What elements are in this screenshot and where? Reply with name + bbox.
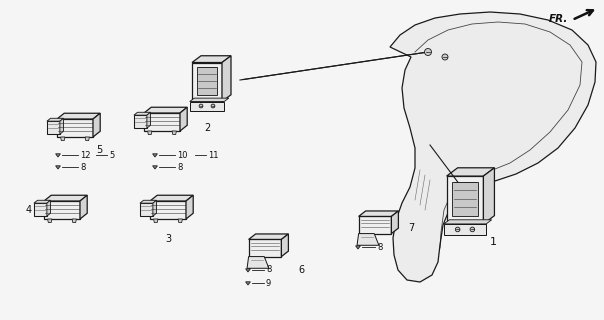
Polygon shape [56,154,60,157]
Polygon shape [444,220,492,224]
Text: 10: 10 [177,150,187,159]
Polygon shape [356,246,361,249]
Polygon shape [72,219,76,223]
Polygon shape [144,107,187,113]
Polygon shape [134,112,150,115]
Polygon shape [48,219,52,223]
Polygon shape [34,203,47,216]
Polygon shape [446,168,495,176]
Circle shape [199,104,203,108]
Polygon shape [57,113,100,119]
Polygon shape [178,219,182,223]
Polygon shape [93,113,100,137]
Polygon shape [153,154,158,157]
Polygon shape [190,98,229,101]
Polygon shape [57,119,93,137]
Circle shape [425,49,431,55]
Polygon shape [359,216,391,234]
Polygon shape [192,56,231,62]
Polygon shape [56,166,60,169]
Circle shape [470,227,475,232]
Text: 8: 8 [177,163,182,172]
Polygon shape [444,224,486,235]
Polygon shape [180,107,187,131]
Polygon shape [186,195,193,219]
Polygon shape [150,201,186,219]
Polygon shape [153,166,158,169]
Polygon shape [483,168,495,224]
Polygon shape [446,176,483,224]
Polygon shape [44,195,87,201]
Polygon shape [357,234,379,245]
Polygon shape [196,67,217,95]
Polygon shape [249,239,281,257]
Polygon shape [390,12,596,282]
Text: 4: 4 [26,205,32,215]
Polygon shape [172,131,176,135]
Polygon shape [44,201,80,219]
Polygon shape [147,131,152,135]
Polygon shape [249,234,288,239]
Text: 8: 8 [80,163,85,172]
Text: 9: 9 [266,278,271,287]
Polygon shape [47,118,63,121]
Text: 12: 12 [80,150,91,159]
Polygon shape [140,203,153,216]
Polygon shape [134,115,147,128]
Circle shape [442,54,448,60]
Polygon shape [192,62,222,101]
Text: 6: 6 [298,265,304,275]
Circle shape [211,104,215,108]
Polygon shape [80,195,87,219]
Text: 7: 7 [408,223,414,233]
Text: 1: 1 [490,237,497,247]
Text: 3: 3 [165,234,171,244]
Polygon shape [47,121,60,134]
Polygon shape [452,182,478,216]
Polygon shape [147,112,150,128]
Polygon shape [47,200,51,216]
Text: 5: 5 [96,145,102,155]
Polygon shape [190,101,224,110]
Polygon shape [140,200,156,203]
Polygon shape [247,257,269,268]
Polygon shape [153,200,156,216]
Polygon shape [85,137,89,140]
Polygon shape [246,269,251,272]
Polygon shape [150,195,193,201]
Polygon shape [60,137,65,140]
Polygon shape [144,113,180,131]
Polygon shape [153,219,158,223]
Text: 8: 8 [377,243,382,252]
Polygon shape [281,234,288,257]
Polygon shape [60,118,63,134]
Text: 8: 8 [266,266,271,275]
Polygon shape [222,56,231,101]
Polygon shape [246,282,251,285]
Text: FR.: FR. [548,14,568,24]
Text: 5: 5 [109,150,114,159]
Circle shape [455,227,460,232]
Polygon shape [359,211,399,216]
Polygon shape [391,211,399,234]
Text: 2: 2 [204,123,210,133]
Text: 11: 11 [208,150,219,159]
Polygon shape [34,200,51,203]
